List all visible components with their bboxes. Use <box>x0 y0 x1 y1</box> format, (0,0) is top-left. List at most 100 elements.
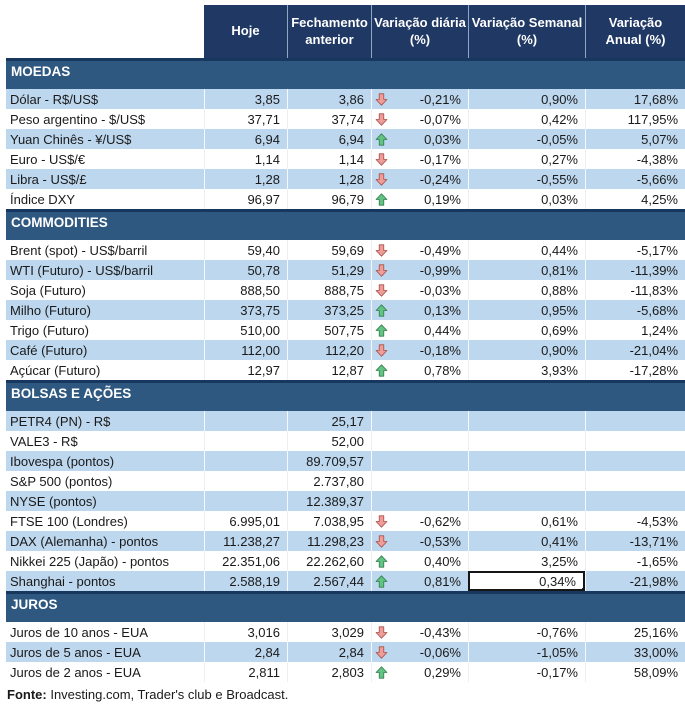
fechamento-anterior-cell[interactable]: 507,75 <box>287 320 371 340</box>
variacao-semanal-cell[interactable]: -1,05% <box>468 642 585 662</box>
row-label-cell[interactable]: Juros de 5 anos - EUA <box>6 642 204 662</box>
hoje-cell[interactable]: 6.995,01 <box>204 511 287 531</box>
fechamento-anterior-cell[interactable]: 11.298,23 <box>287 531 371 551</box>
variacao-diaria-cell[interactable]: -0,53% <box>371 531 468 551</box>
hoje-cell[interactable]: 2,84 <box>204 642 287 662</box>
hoje-cell[interactable]: 373,75 <box>204 300 287 320</box>
hoje-cell[interactable] <box>204 451 287 471</box>
hoje-cell[interactable]: 2,811 <box>204 662 287 682</box>
row-label-cell[interactable]: Milho (Futuro) <box>6 300 204 320</box>
hoje-cell[interactable]: 3,016 <box>204 622 287 642</box>
variacao-diaria-cell[interactable] <box>371 431 468 451</box>
variacao-diaria-cell[interactable]: 0,81% <box>371 571 468 591</box>
row-label-cell[interactable]: Soja (Futuro) <box>6 280 204 300</box>
selection-fill-handle[interactable] <box>581 587 583 589</box>
section-header-bolsas-e-acoes[interactable]: BOLSAS E AÇÕES <box>6 380 685 411</box>
fechamento-anterior-cell[interactable]: 2.737,80 <box>287 471 371 491</box>
variacao-anual-cell[interactable]: -21,04% <box>585 340 685 360</box>
fechamento-anterior-cell[interactable]: 25,17 <box>287 411 371 431</box>
variacao-anual-cell[interactable]: -11,83% <box>585 280 685 300</box>
row-label-cell[interactable]: WTI (Futuro) - US$/barril <box>6 260 204 280</box>
fechamento-anterior-cell[interactable]: 12,87 <box>287 360 371 380</box>
variacao-semanal-cell[interactable]: -0,76% <box>468 622 585 642</box>
row-label-cell[interactable]: Trigo (Futuro) <box>6 320 204 340</box>
hoje-cell[interactable] <box>204 411 287 431</box>
fechamento-anterior-cell[interactable]: 51,29 <box>287 260 371 280</box>
column-header-variacao-diaria[interactable]: Variação diária (%) <box>371 5 468 58</box>
variacao-anual-cell[interactable]: 25,16% <box>585 622 685 642</box>
hoje-cell[interactable]: 11.238,27 <box>204 531 287 551</box>
column-header-fechamento-anterior[interactable]: Fechamento anterior <box>287 5 371 58</box>
variacao-diaria-cell[interactable]: -0,24% <box>371 169 468 189</box>
variacao-anual-cell[interactable]: 117,95% <box>585 109 685 129</box>
fechamento-anterior-cell[interactable]: 52,00 <box>287 431 371 451</box>
variacao-semanal-cell[interactable]: 0,61% <box>468 511 585 531</box>
variacao-diaria-cell[interactable]: -0,49% <box>371 240 468 260</box>
column-header-variacao-semanal[interactable]: Variação Semanal (%) <box>468 5 585 58</box>
column-header-hoje[interactable]: Hoje <box>204 5 287 58</box>
variacao-diaria-cell[interactable]: -0,18% <box>371 340 468 360</box>
row-label-cell[interactable]: Shanghai - pontos <box>6 571 204 591</box>
fechamento-anterior-cell[interactable]: 96,79 <box>287 189 371 209</box>
row-label-cell[interactable]: Índice DXY <box>6 189 204 209</box>
row-label-cell[interactable]: Yuan Chinês - ¥/US$ <box>6 129 204 149</box>
variacao-semanal-cell[interactable]: 0,69% <box>468 320 585 340</box>
variacao-diaria-cell[interactable]: 0,78% <box>371 360 468 380</box>
variacao-diaria-cell[interactable]: -0,06% <box>371 642 468 662</box>
variacao-semanal-cell[interactable]: 0,90% <box>468 340 585 360</box>
fechamento-anterior-cell[interactable]: 89.709,57 <box>287 451 371 471</box>
hoje-cell[interactable]: 6,94 <box>204 129 287 149</box>
row-label-cell[interactable]: DAX (Alemanha) - pontos <box>6 531 204 551</box>
variacao-semanal-cell[interactable]: 0,88% <box>468 280 585 300</box>
hoje-cell[interactable]: 1,28 <box>204 169 287 189</box>
variacao-diaria-cell[interactable]: -0,07% <box>371 109 468 129</box>
variacao-anual-cell[interactable]: -21,98% <box>585 571 685 591</box>
hoje-cell[interactable] <box>204 491 287 511</box>
variacao-diaria-cell[interactable]: -0,17% <box>371 149 468 169</box>
variacao-diaria-cell[interactable]: 0,40% <box>371 551 468 571</box>
variacao-semanal-cell[interactable]: 0,90% <box>468 89 585 109</box>
row-label-cell[interactable]: VALE3 - R$ <box>6 431 204 451</box>
variacao-semanal-cell[interactable]: 0,41% <box>468 531 585 551</box>
fechamento-anterior-cell[interactable]: 888,75 <box>287 280 371 300</box>
variacao-semanal-cell[interactable]: 3,25% <box>468 551 585 571</box>
hoje-cell[interactable]: 2.588,19 <box>204 571 287 591</box>
hoje-cell[interactable]: 3,85 <box>204 89 287 109</box>
section-header-commodities[interactable]: COMMODITIES <box>6 209 685 240</box>
variacao-semanal-cell[interactable]: 0,81% <box>468 260 585 280</box>
variacao-anual-cell[interactable]: -5,68% <box>585 300 685 320</box>
variacao-anual-cell[interactable] <box>585 471 685 491</box>
variacao-semanal-cell[interactable]: 0,95% <box>468 300 585 320</box>
variacao-semanal-cell[interactable]: -0,17% <box>468 662 585 682</box>
variacao-diaria-cell[interactable]: -0,03% <box>371 280 468 300</box>
variacao-anual-cell[interactable]: 33,00% <box>585 642 685 662</box>
variacao-semanal-cell[interactable]: 0,27% <box>468 149 585 169</box>
variacao-anual-cell[interactable] <box>585 411 685 431</box>
variacao-semanal-cell[interactable] <box>468 471 585 491</box>
variacao-diaria-cell[interactable]: -0,43% <box>371 622 468 642</box>
hoje-cell[interactable]: 96,97 <box>204 189 287 209</box>
section-header-juros[interactable]: JUROS <box>6 591 685 622</box>
variacao-anual-cell[interactable]: 17,68% <box>585 89 685 109</box>
hoje-cell[interactable]: 112,00 <box>204 340 287 360</box>
row-label-cell[interactable]: Nikkei 225 (Japão) - pontos <box>6 551 204 571</box>
variacao-semanal-cell[interactable] <box>468 411 585 431</box>
variacao-semanal-cell[interactable] <box>468 431 585 451</box>
row-label-cell[interactable]: Açúcar (Futuro) <box>6 360 204 380</box>
row-label-cell[interactable]: Ibovespa (pontos) <box>6 451 204 471</box>
fechamento-anterior-cell[interactable]: 2.567,44 <box>287 571 371 591</box>
variacao-diaria-cell[interactable]: 0,44% <box>371 320 468 340</box>
fechamento-anterior-cell[interactable]: 112,20 <box>287 340 371 360</box>
variacao-diaria-cell[interactable]: -0,21% <box>371 89 468 109</box>
fechamento-anterior-cell[interactable]: 1,14 <box>287 149 371 169</box>
variacao-semanal-cell[interactable]: 0,42% <box>468 109 585 129</box>
fechamento-anterior-cell[interactable]: 7.038,95 <box>287 511 371 531</box>
hoje-cell[interactable] <box>204 431 287 451</box>
variacao-semanal-cell[interactable] <box>468 451 585 471</box>
row-label-cell[interactable]: Libra - US$/£ <box>6 169 204 189</box>
hoje-cell[interactable]: 1,14 <box>204 149 287 169</box>
hoje-cell[interactable]: 59,40 <box>204 240 287 260</box>
variacao-anual-cell[interactable] <box>585 491 685 511</box>
variacao-diaria-cell[interactable]: 0,13% <box>371 300 468 320</box>
variacao-anual-cell[interactable]: -13,71% <box>585 531 685 551</box>
